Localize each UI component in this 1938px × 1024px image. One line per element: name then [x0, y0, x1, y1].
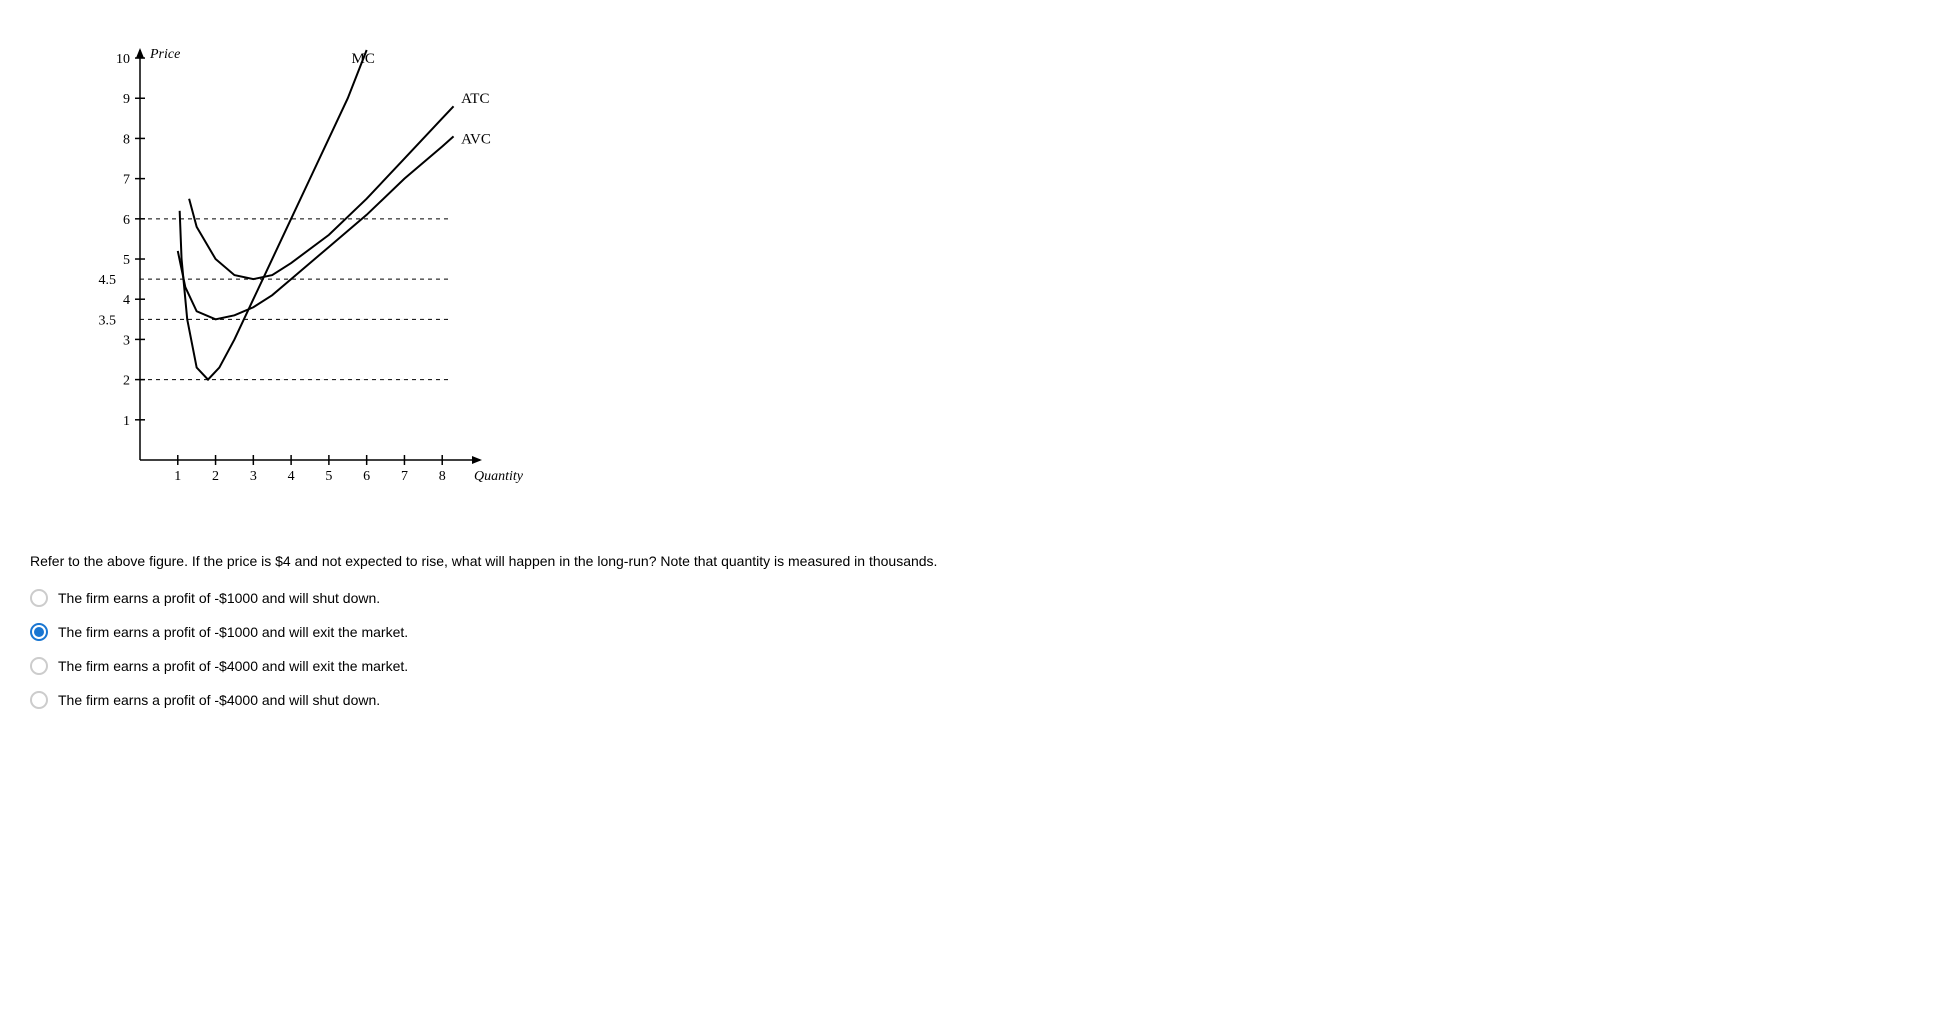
svg-text:AVC: AVC: [461, 131, 491, 147]
svg-text:1: 1: [174, 469, 181, 484]
svg-text:3: 3: [250, 469, 257, 484]
option-3[interactable]: The firm earns a profit of -$4000 and wi…: [30, 657, 1908, 675]
svg-text:5: 5: [325, 469, 332, 484]
svg-text:4: 4: [123, 293, 130, 308]
svg-text:6: 6: [123, 213, 130, 228]
svg-text:8: 8: [123, 132, 130, 147]
svg-text:2: 2: [212, 469, 219, 484]
radio-4[interactable]: [30, 691, 48, 709]
svg-text:10: 10: [116, 52, 130, 67]
svg-text:2: 2: [123, 374, 130, 389]
option-2-label: The firm earns a profit of -$1000 and wi…: [58, 624, 408, 640]
svg-text:Quantity: Quantity: [474, 469, 524, 484]
svg-text:Price: Price: [149, 47, 180, 62]
option-1-label: The firm earns a profit of -$1000 and wi…: [58, 590, 380, 606]
svg-text:9: 9: [123, 92, 130, 107]
option-4[interactable]: The firm earns a profit of -$4000 and wi…: [30, 691, 1908, 709]
option-2[interactable]: The firm earns a profit of -$1000 and wi…: [30, 623, 1908, 641]
svg-text:6: 6: [363, 469, 370, 484]
question-text: Refer to the above figure. If the price …: [30, 553, 1908, 569]
radio-1[interactable]: [30, 589, 48, 607]
svg-text:4.5: 4.5: [99, 273, 117, 288]
svg-text:7: 7: [123, 173, 130, 188]
radio-2[interactable]: [30, 623, 48, 641]
option-1[interactable]: The firm earns a profit of -$1000 and wi…: [30, 589, 1908, 607]
svg-text:MC: MC: [352, 51, 375, 67]
svg-text:8: 8: [439, 469, 446, 484]
chart-svg: 1 2 3 4 5 6 7 8 9 10 3.5 4.5 1 2 3 4 5 6 7 8 Price Quantity MC…: [70, 30, 550, 510]
svg-text:5: 5: [123, 253, 130, 268]
svg-text:3.5: 3.5: [99, 313, 117, 328]
cost-curves-chart: 1 2 3 4 5 6 7 8 9 10 3.5 4.5 1 2 3 4 5 6 7 8 Price Quantity MC…: [70, 30, 1908, 513]
svg-text:3: 3: [123, 333, 130, 348]
svg-text:1: 1: [123, 414, 130, 429]
options-group: The firm earns a profit of -$1000 and wi…: [30, 589, 1908, 709]
svg-text:7: 7: [401, 469, 408, 484]
svg-text:4: 4: [288, 469, 295, 484]
option-4-label: The firm earns a profit of -$4000 and wi…: [58, 692, 380, 708]
option-3-label: The firm earns a profit of -$4000 and wi…: [58, 658, 408, 674]
svg-text:ATC: ATC: [461, 91, 489, 107]
radio-3[interactable]: [30, 657, 48, 675]
